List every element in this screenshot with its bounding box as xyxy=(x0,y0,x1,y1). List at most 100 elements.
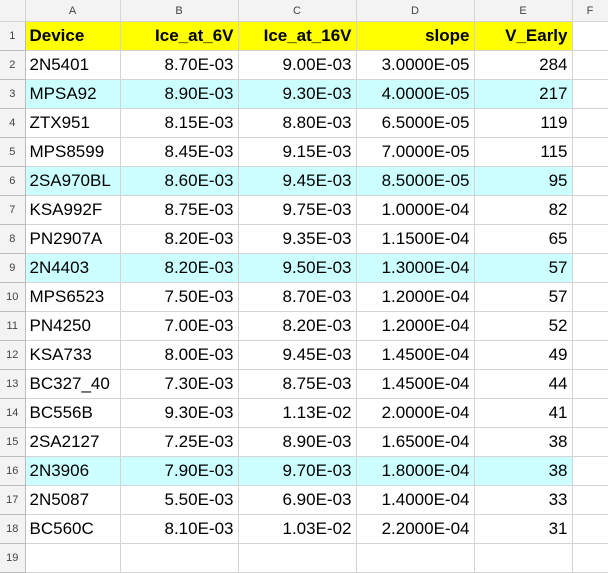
row-header[interactable]: 18 xyxy=(0,514,26,544)
row-header[interactable]: 11 xyxy=(0,311,26,341)
ice-16v-cell[interactable]: 1.13E-02 xyxy=(238,398,357,428)
row-header[interactable]: 14 xyxy=(0,398,26,428)
ice-6v-cell[interactable]: 8.45E-03 xyxy=(120,137,239,167)
v-early-cell[interactable]: 119 xyxy=(474,108,573,138)
v-early-cell[interactable]: 95 xyxy=(474,166,573,196)
ice-16v-cell[interactable]: 9.50E-03 xyxy=(238,253,357,283)
v-early-cell[interactable]: 38 xyxy=(474,456,573,486)
empty-cell[interactable] xyxy=(572,311,608,341)
empty-cell[interactable] xyxy=(572,398,608,428)
empty-cell[interactable] xyxy=(572,224,608,254)
v-early-cell[interactable]: 44 xyxy=(474,369,573,399)
device-cell[interactable]: PN4250 xyxy=(25,311,121,341)
ice-16v-cell[interactable]: 9.15E-03 xyxy=(238,137,357,167)
slope-cell[interactable]: 2.0000E-04 xyxy=(356,398,475,428)
ice-16v-cell[interactable]: 8.70E-03 xyxy=(238,282,357,312)
ice-16v-cell[interactable]: 9.30E-03 xyxy=(238,79,357,109)
row-header[interactable]: 12 xyxy=(0,340,26,370)
slope-cell[interactable]: 1.4500E-04 xyxy=(356,369,475,399)
ice-6v-cell[interactable]: 8.90E-03 xyxy=(120,79,239,109)
slope-cell[interactable]: 1.1500E-04 xyxy=(356,224,475,254)
v-early-cell[interactable]: 82 xyxy=(474,195,573,225)
empty-cell[interactable] xyxy=(572,21,608,51)
ice-6v-cell[interactable]: 5.50E-03 xyxy=(120,485,239,515)
column-header-e[interactable]: E xyxy=(474,0,573,22)
slope-cell[interactable]: 2.2000E-04 xyxy=(356,514,475,544)
slope-cell[interactable]: 1.4500E-04 xyxy=(356,340,475,370)
device-cell[interactable]: 2N5401 xyxy=(25,50,121,80)
device-cell[interactable]: 2SA2127 xyxy=(25,427,121,457)
device-cell[interactable]: 2SA970BL xyxy=(25,166,121,196)
device-cell[interactable]: MPS8599 xyxy=(25,137,121,167)
device-cell[interactable]: BC556B xyxy=(25,398,121,428)
row-header[interactable]: 13 xyxy=(0,369,26,399)
empty-cell[interactable] xyxy=(572,456,608,486)
device-cell[interactable]: BC327_40 xyxy=(25,369,121,399)
slope-cell[interactable]: 3.0000E-05 xyxy=(356,50,475,80)
device-cell[interactable]: 2N4403 xyxy=(25,253,121,283)
empty-cell[interactable] xyxy=(572,369,608,399)
slope-cell[interactable]: 1.2000E-04 xyxy=(356,282,475,312)
row-header[interactable]: 7 xyxy=(0,195,26,225)
empty-cell[interactable] xyxy=(572,514,608,544)
ice-6v-cell[interactable]: 9.30E-03 xyxy=(120,398,239,428)
v-early-cell[interactable]: 38 xyxy=(474,427,573,457)
ice-6v-cell[interactable]: 7.90E-03 xyxy=(120,456,239,486)
device-cell[interactable]: KSA733 xyxy=(25,340,121,370)
header-cell-slope[interactable]: slope xyxy=(356,21,475,51)
v-early-cell[interactable]: 41 xyxy=(474,398,573,428)
v-early-cell[interactable]: 65 xyxy=(474,224,573,254)
header-cell-device[interactable]: Device xyxy=(25,21,121,51)
ice-16v-cell[interactable]: 8.75E-03 xyxy=(238,369,357,399)
ice-6v-cell[interactable]: 7.50E-03 xyxy=(120,282,239,312)
v-early-cell[interactable]: 57 xyxy=(474,253,573,283)
slope-cell[interactable]: 1.0000E-04 xyxy=(356,195,475,225)
v-early-cell[interactable]: 52 xyxy=(474,311,573,341)
empty-cell[interactable] xyxy=(572,195,608,225)
ice-16v-cell[interactable]: 8.80E-03 xyxy=(238,108,357,138)
row-header[interactable]: 5 xyxy=(0,137,26,167)
device-cell[interactable]: KSA992F xyxy=(25,195,121,225)
v-early-cell[interactable]: 31 xyxy=(474,514,573,544)
ice-16v-cell[interactable]: 9.45E-03 xyxy=(238,166,357,196)
device-cell[interactable]: MPS6523 xyxy=(25,282,121,312)
ice-6v-cell[interactable]: 8.15E-03 xyxy=(120,108,239,138)
device-cell[interactable]: ZTX951 xyxy=(25,108,121,138)
slope-cell[interactable]: 8.5000E-05 xyxy=(356,166,475,196)
v-early-cell[interactable]: 57 xyxy=(474,282,573,312)
slope-cell[interactable]: 1.4000E-04 xyxy=(356,485,475,515)
slope-cell[interactable]: 1.8000E-04 xyxy=(356,456,475,486)
empty-cell[interactable] xyxy=(572,50,608,80)
ice-6v-cell[interactable]: 8.00E-03 xyxy=(120,340,239,370)
ice-6v-cell[interactable]: 7.00E-03 xyxy=(120,311,239,341)
ice-6v-cell[interactable]: 7.25E-03 xyxy=(120,427,239,457)
row-header[interactable]: 1 xyxy=(0,21,26,51)
device-cell[interactable]: 2N3906 xyxy=(25,456,121,486)
device-cell[interactable]: MPSA92 xyxy=(25,79,121,109)
empty-cell[interactable] xyxy=(120,543,239,573)
v-early-cell[interactable]: 49 xyxy=(474,340,573,370)
ice-16v-cell[interactable]: 9.00E-03 xyxy=(238,50,357,80)
ice-16v-cell[interactable]: 6.90E-03 xyxy=(238,485,357,515)
empty-cell[interactable] xyxy=(25,543,121,573)
column-header-f[interactable]: F xyxy=(572,0,608,22)
row-header[interactable]: 8 xyxy=(0,224,26,254)
slope-cell[interactable]: 1.2000E-04 xyxy=(356,311,475,341)
empty-cell[interactable] xyxy=(572,282,608,312)
v-early-cell[interactable]: 115 xyxy=(474,137,573,167)
empty-cell[interactable] xyxy=(474,543,573,573)
empty-cell[interactable] xyxy=(572,253,608,283)
header-cell-ice-16v[interactable]: Ice_at_16V xyxy=(238,21,357,51)
ice-16v-cell[interactable]: 8.90E-03 xyxy=(238,427,357,457)
header-cell-v-early[interactable]: V_Early xyxy=(474,21,573,51)
row-header[interactable]: 16 xyxy=(0,456,26,486)
empty-cell[interactable] xyxy=(572,79,608,109)
slope-cell[interactable]: 4.0000E-05 xyxy=(356,79,475,109)
empty-cell[interactable] xyxy=(572,485,608,515)
header-cell-ice-6v[interactable]: Ice_at_6V xyxy=(120,21,239,51)
row-header[interactable]: 9 xyxy=(0,253,26,283)
v-early-cell[interactable]: 33 xyxy=(474,485,573,515)
ice-6v-cell[interactable]: 8.60E-03 xyxy=(120,166,239,196)
slope-cell[interactable]: 1.6500E-04 xyxy=(356,427,475,457)
ice-16v-cell[interactable]: 9.75E-03 xyxy=(238,195,357,225)
